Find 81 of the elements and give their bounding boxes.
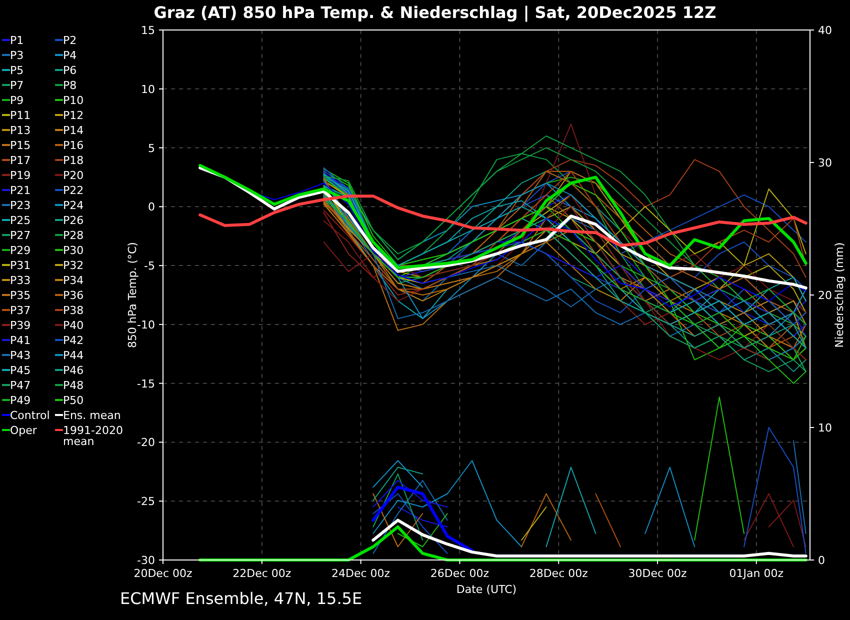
legend-label: P17 [10,154,31,167]
legend-label: P22 [63,184,84,197]
legend-label: 1991-2020 mean [63,424,123,448]
y-tick-label: -5 [144,260,155,273]
legend-label: P18 [63,154,84,167]
legend-label: P16 [63,139,84,152]
legend-label: P34 [63,274,84,287]
x-tick-label: 30Dec 00z [628,567,688,580]
y-tick-label: -25 [137,495,155,508]
x-tick-label: 22Dec 00z [232,567,292,580]
y2-tick-label: 10 [818,422,832,434]
legend-label: P39 [10,319,31,332]
legend-label: P13 [10,124,31,137]
legend-label: P38 [63,304,84,317]
x-tick-label: 28Dec 00z [529,567,588,580]
y-axis-title: 850 hPa Temp. (°C) [126,242,139,348]
legend-label: P48 [63,379,84,392]
y-tick-label: -20 [137,436,155,450]
y2-tick-label: 40 [818,24,832,37]
legend-label: P42 [63,334,84,347]
y-tick-label: -15 [137,377,155,390]
legend-label: P21 [10,184,31,197]
legend-label: P23 [10,199,31,212]
legend-label: P8 [63,79,77,92]
legend-label: P26 [63,214,84,227]
y-tick-label: 10 [141,82,155,96]
legend-label: P25 [10,214,31,227]
x-tick-label: 20Dec 00z [134,567,192,580]
legend-label: Oper [10,424,38,437]
legend-label: P36 [63,289,84,302]
legend-label: P20 [63,169,84,182]
legend-label: P37 [10,304,31,317]
x-tick-label: 26Dec 00z [430,567,490,580]
legend-label: P2 [63,34,77,47]
legend-label: P40 [63,319,84,332]
y-tick-label: 0 [148,200,155,214]
legend-label: P45 [10,364,31,377]
legend-label: P12 [63,109,84,122]
text: ECMWF Ensemble, 47N, 15.5E [120,589,362,608]
legend-label: P24 [63,199,84,212]
legend-label: P50 [63,394,84,407]
legend-label: P31 [10,259,31,272]
y2-tick-label: 30 [818,156,832,170]
legend-label: P35 [10,289,31,302]
legend-label: P15 [10,139,31,152]
y-tick-label: 5 [148,142,155,155]
legend-label: P32 [63,259,84,272]
legend-label: P46 [63,364,84,377]
y2-axis-title: Niederschlag (mm) [833,242,846,348]
legend-label: P43 [10,349,31,362]
legend-label: P5 [10,64,24,77]
legend-label: P19 [10,169,31,182]
legend-label: P11 [10,109,31,122]
x-tick-label: 01Jan 00z [729,567,784,580]
legend-label: P10 [63,94,84,107]
y-tick-label: -30 [137,554,155,567]
x-axis-title: Date (UTC) [456,583,517,596]
legend-label: P49 [10,394,31,407]
x-tick-label: 24Dec 00z [332,567,390,580]
legend-label: P41 [10,334,31,347]
y2-tick-label: 0 [818,554,825,567]
y2-tick-label: 20 [818,289,832,302]
legend-label: P27 [10,229,31,242]
legend-label: P29 [10,244,31,257]
legend-label: P6 [63,64,77,77]
legend-label: P7 [10,79,24,92]
legend-label: P30 [63,244,84,257]
legend-label: P3 [10,49,24,62]
y-tick-label: 15 [141,24,155,37]
y-tick-label: -10 [137,318,155,332]
legend-label: P4 [63,49,77,62]
chart-title: Graz (AT) 850 hPa Temp. & Niederschlag | Sat, 20Dec2025 12Z [154,3,716,22]
legend-label: Control [10,409,50,422]
legend-label: Ens. mean [63,409,121,422]
legend-label: P33 [10,274,31,287]
legend-label: P28 [63,229,84,242]
legend-label: P47 [10,379,31,392]
legend-label: P1 [10,34,24,47]
legend-label: P44 [63,349,84,362]
legend-label: P14 [63,124,84,137]
legend-label: P9 [10,94,24,107]
